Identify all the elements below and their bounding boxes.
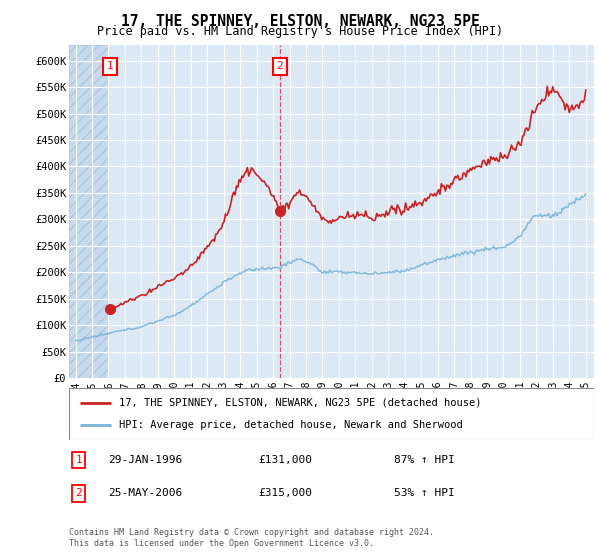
Text: 25-MAY-2006: 25-MAY-2006 [109,488,182,498]
Text: 1: 1 [106,62,113,72]
Bar [69,45,109,378]
Text: 17, THE SPINNEY, ELSTON, NEWARK, NG23 5PE (detached house): 17, THE SPINNEY, ELSTON, NEWARK, NG23 5P… [119,398,481,408]
Text: Contains HM Land Registry data © Crown copyright and database right 2024.: Contains HM Land Registry data © Crown c… [69,528,434,536]
Text: This data is licensed under the Open Government Licence v3.0.: This data is licensed under the Open Gov… [69,539,374,548]
Text: 2: 2 [277,62,283,72]
Text: 17, THE SPINNEY, ELSTON, NEWARK, NG23 5PE: 17, THE SPINNEY, ELSTON, NEWARK, NG23 5P… [121,14,479,29]
FancyBboxPatch shape [69,388,594,440]
Text: 29-JAN-1996: 29-JAN-1996 [109,455,182,465]
Text: 1: 1 [76,455,82,465]
Text: £315,000: £315,000 [258,488,312,498]
Text: 53% ↑ HPI: 53% ↑ HPI [395,488,455,498]
Text: HPI: Average price, detached house, Newark and Sherwood: HPI: Average price, detached house, Newa… [119,420,463,430]
Text: Price paid vs. HM Land Registry's House Price Index (HPI): Price paid vs. HM Land Registry's House … [97,25,503,38]
Text: 2: 2 [76,488,82,498]
Bar [69,45,109,378]
Text: £131,000: £131,000 [258,455,312,465]
Text: 87% ↑ HPI: 87% ↑ HPI [395,455,455,465]
